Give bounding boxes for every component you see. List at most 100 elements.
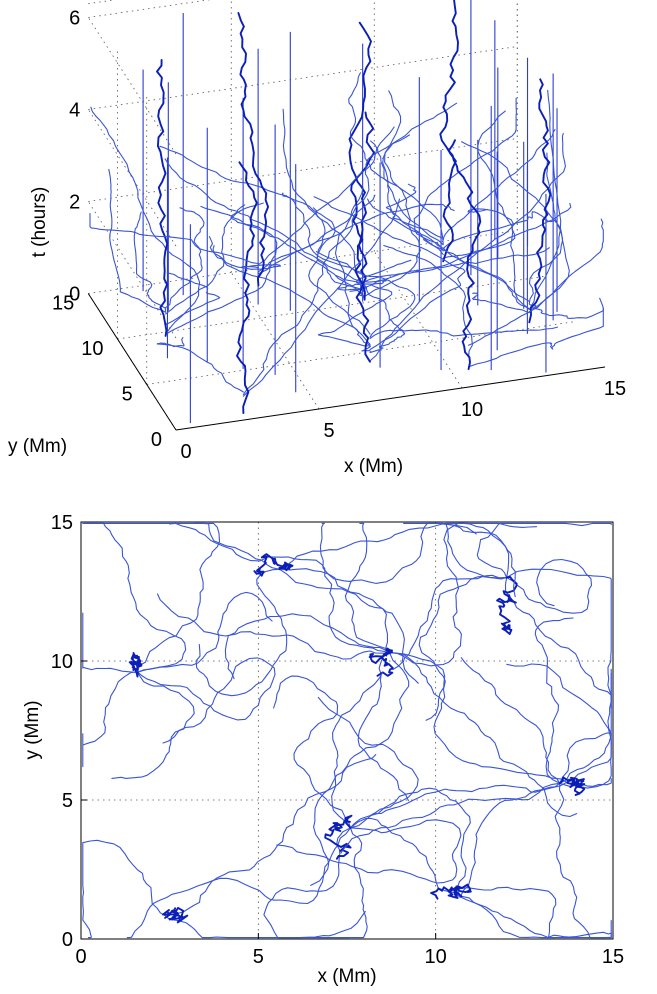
track [137, 657, 276, 744]
track [319, 522, 391, 654]
y-tick-label-3d: 0 [151, 429, 162, 451]
tracks-2d [82, 522, 612, 939]
track [126, 827, 352, 939]
track-bold-3d [156, 58, 169, 337]
track [445, 522, 508, 579]
track-bold [430, 883, 472, 900]
track-3d [528, 89, 562, 310]
track [82, 612, 139, 673]
track-bold-3d [528, 78, 552, 324]
axes-3d [87, 293, 606, 431]
grid-line-t-back [88, 0, 211, 18]
track [279, 522, 477, 584]
track [506, 663, 612, 789]
track [137, 522, 221, 673]
track [168, 522, 391, 654]
track-3d [376, 126, 444, 256]
track [82, 671, 139, 768]
track [460, 657, 561, 784]
grid-2d [81, 522, 613, 939]
plot-frame [80, 521, 614, 940]
y-tick-labels-2d: 0 5 10 15 [51, 512, 87, 951]
track-3d [317, 284, 393, 352]
track [82, 522, 281, 570]
z-tick-label-3d: 2 [69, 192, 80, 214]
track [504, 577, 612, 709]
track [276, 819, 462, 884]
track-3d [336, 279, 388, 292]
track-3d [477, 110, 530, 310]
track [402, 576, 508, 684]
track [344, 522, 391, 654]
x-tick-label-3d: 5 [323, 420, 334, 442]
track-bold-3d [350, 111, 376, 363]
track [195, 568, 288, 697]
track [389, 652, 578, 818]
grid-line-t-back [88, 46, 518, 110]
track-3d [356, 259, 412, 298]
track [169, 910, 366, 939]
track-3d [165, 205, 278, 336]
track-3d [242, 194, 376, 395]
z-tick-labels-3d: 0 2 4 6 [69, 8, 80, 306]
grid-line-y-floor [117, 275, 547, 340]
track [279, 568, 405, 671]
track-3d [281, 192, 371, 335]
x-tick-label-3d: 0 [180, 441, 191, 463]
grid-line-t-back [88, 230, 518, 294]
track-3d [385, 183, 444, 239]
track-3d [528, 297, 604, 319]
x-tick-label: 10 [425, 946, 447, 968]
track-3d [89, 213, 259, 265]
track-3d [257, 203, 455, 273]
track [370, 787, 471, 890]
x-tick-label: 15 [602, 946, 624, 968]
track-bold [128, 652, 143, 678]
track-3d [156, 336, 244, 393]
y-axis-line-3d [87, 293, 177, 431]
track [83, 522, 187, 673]
x-tick-labels-2d: 0 5 10 15 [75, 933, 624, 968]
track-3d [90, 106, 201, 335]
track-3d [468, 218, 604, 346]
track [340, 782, 561, 854]
track [418, 574, 508, 721]
track-bold [368, 647, 394, 677]
x-tick-label: 0 [75, 946, 86, 968]
x-tick-label: 5 [253, 946, 264, 968]
tracks-3d [89, 0, 604, 415]
track [459, 782, 561, 899]
track-bold [324, 814, 353, 860]
track [456, 886, 612, 939]
track [476, 522, 612, 579]
track-bold [162, 906, 189, 924]
track [506, 558, 593, 614]
track [559, 672, 612, 784]
track-3d [164, 158, 366, 285]
y-tick-label-3d: 5 [122, 384, 133, 406]
track-3d [165, 202, 264, 315]
y-tick-label: 15 [51, 512, 73, 534]
track-3d [369, 132, 566, 362]
track-3d [164, 207, 205, 312]
track-3d [442, 208, 516, 259]
y-axis-label-2d: y (Mm) [22, 700, 43, 759]
track-3d [230, 204, 366, 298]
track-bold-3d [439, 0, 459, 263]
track-3d [461, 141, 570, 313]
track [357, 652, 409, 802]
track-3d [364, 202, 572, 289]
track-3d [334, 187, 371, 345]
track-3d [382, 90, 444, 246]
track-3d [383, 244, 473, 358]
plot-2d: 0 5 10 15 0 5 10 15 x (Mm) y (Mm) [22, 512, 624, 987]
track [156, 593, 391, 660]
track-3d [212, 245, 371, 346]
track [224, 613, 391, 680]
y-tick-label-3d: 15 [52, 293, 74, 315]
track-3d [422, 239, 530, 311]
y-tick-label: 10 [51, 651, 73, 673]
track [278, 827, 368, 939]
track [82, 839, 171, 939]
